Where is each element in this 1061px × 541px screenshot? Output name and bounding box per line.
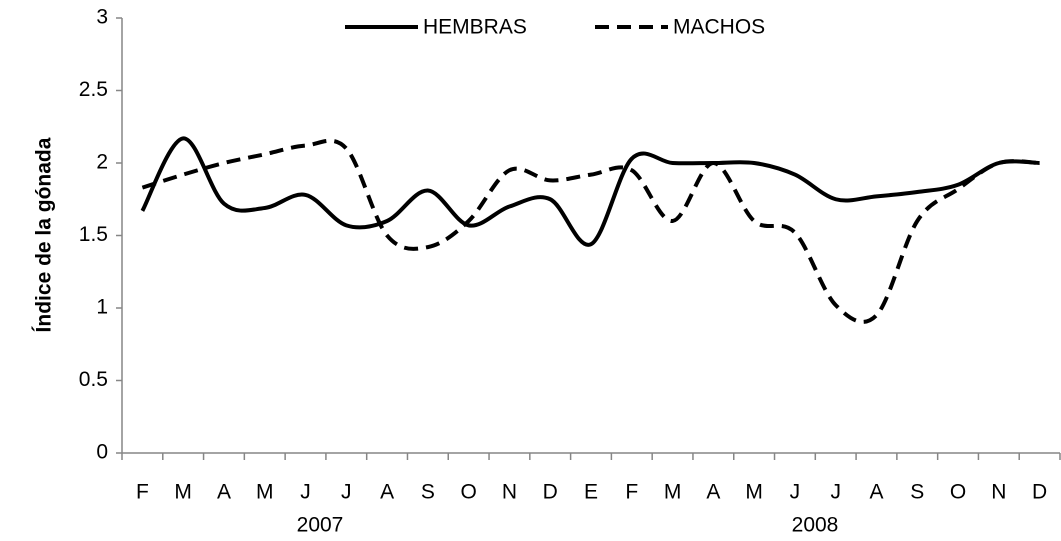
x-tick-label: J bbox=[830, 481, 841, 504]
series-line bbox=[140, 136, 1040, 247]
x-tick-label: A bbox=[380, 481, 394, 504]
x-tick-label: S bbox=[421, 481, 435, 504]
y-tick-label: 3 bbox=[96, 6, 108, 29]
x-tick-label: M bbox=[664, 481, 682, 504]
y-tick-label: 0.5 bbox=[79, 368, 108, 391]
x-tick-label: F bbox=[625, 481, 638, 504]
y-axis-label: Índice de la gónada bbox=[33, 137, 56, 332]
x-tick-label: F bbox=[136, 481, 149, 504]
y-tick-label: 0 bbox=[96, 441, 108, 464]
x-tick-label: A bbox=[706, 481, 720, 504]
x-tick-label: M bbox=[256, 481, 274, 504]
y-tick-label: 1 bbox=[96, 296, 108, 319]
x-tick-label: M bbox=[174, 481, 192, 504]
y-tick-label: 2.5 bbox=[79, 78, 108, 101]
x-tick-label: N bbox=[502, 481, 517, 504]
x-tick-label: J bbox=[341, 481, 352, 504]
y-tick-label: 2 bbox=[96, 151, 108, 174]
x-tick-label: J bbox=[790, 481, 801, 504]
x-tick-label: O bbox=[460, 481, 476, 504]
legend-label: HEMBRAS bbox=[423, 16, 527, 39]
x-tick-label: D bbox=[543, 481, 558, 504]
x-tick-label: E bbox=[584, 481, 598, 504]
x-tick-label: A bbox=[869, 481, 883, 504]
y-tick-label: 1.5 bbox=[79, 223, 108, 246]
year-label: 2007 bbox=[297, 514, 344, 537]
x-tick-label: A bbox=[217, 481, 231, 504]
year-label: 2008 bbox=[792, 514, 839, 537]
series-line bbox=[141, 138, 1040, 324]
x-tick-label: M bbox=[745, 481, 763, 504]
x-tick-label: N bbox=[991, 481, 1006, 504]
legend-label: MACHOS bbox=[673, 16, 765, 39]
x-tick-label: D bbox=[1032, 481, 1047, 504]
x-tick-label: J bbox=[300, 481, 311, 504]
x-tick-label: O bbox=[950, 481, 966, 504]
x-tick-label: S bbox=[910, 481, 924, 504]
